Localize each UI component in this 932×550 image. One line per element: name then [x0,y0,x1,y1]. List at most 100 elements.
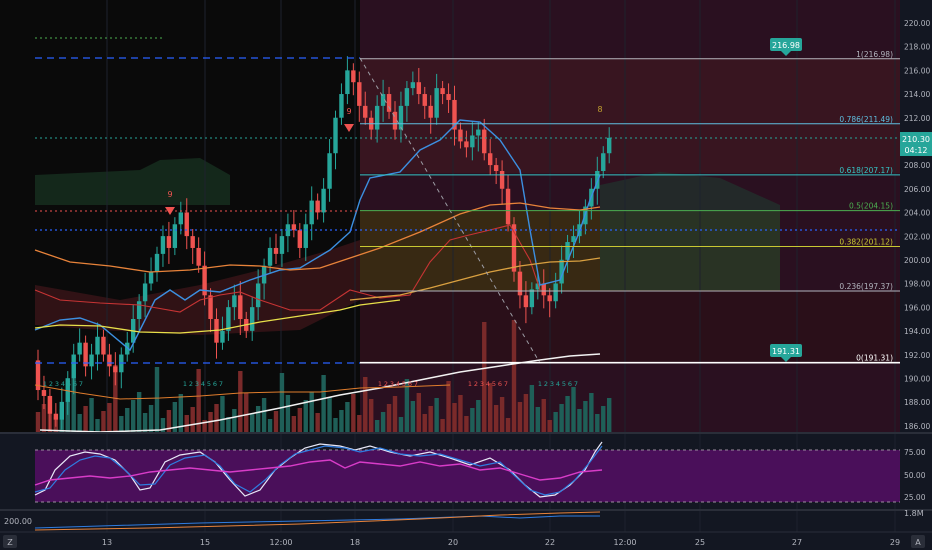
volume-bar [434,398,439,432]
candle-body [452,99,457,130]
candle-body [113,366,118,373]
volume-bar [172,402,178,432]
sequence-count-digit: 7 [504,380,508,388]
volume-bar [327,397,332,432]
orange-ma-slow [349,257,601,301]
candle-body [374,105,380,130]
volume-bar [214,404,219,432]
time-tick: 18 [350,538,360,547]
sequence-count-digit: 1 [468,380,472,388]
sequence-count-digit: 4 [61,380,65,388]
yellow-ma [34,299,401,334]
volume-bar [493,405,499,432]
sell-signal-marker: 9 [165,190,175,215]
volume-bar [119,416,124,432]
volume-bar [297,408,302,432]
sequence-count-digit: 3 [195,380,199,388]
candle-body [321,188,326,213]
volume-bar [452,403,457,432]
candle-body [315,200,320,213]
candle-body [541,283,546,296]
candle-body [89,354,94,367]
sequence-count-digit: 1 [183,380,187,388]
sequence-count-digit: 1 [538,380,542,388]
volume-bar [41,404,47,432]
volume-bar [529,385,535,432]
sequence-count-digit: 5 [67,380,71,388]
price-tick: 218.00 [904,43,930,52]
volume-bar [273,411,279,432]
price-tick: 204.00 [904,209,930,218]
sequence-count-digit: 4 [556,380,560,388]
volume-bar [136,392,142,432]
candle-body [363,105,368,118]
candle-body [59,401,64,420]
candle-body [77,342,82,355]
time-tick: 15 [200,538,210,547]
candle-body [565,242,570,260]
orange-ma [34,202,601,273]
candle-body [553,283,558,302]
candle-body [184,212,189,237]
oscillator-band [35,450,900,502]
sequence-count-digit: 2 [384,380,388,388]
candle-body [41,390,47,396]
price-tag-bottom: 191.31 [770,344,802,362]
candle-body [571,236,576,243]
volume-bar [184,415,189,432]
candle-body [464,141,469,148]
setup-count-marker: 8 [597,105,602,114]
sequence-count-digit: 4 [201,380,205,388]
candle-body [386,94,392,112]
price-axis[interactable] [900,0,932,550]
volume-bar [160,418,166,432]
sequence-count-digit: 1 [378,380,382,388]
sequence-count-digit: 7 [574,380,578,388]
volume-bar [386,404,392,432]
volume-bar [202,420,207,432]
candle-body [458,129,463,142]
sequence-count-digit: 4 [486,380,490,388]
volume-bar [374,420,380,432]
candle-body [601,153,606,171]
sequence-count-digit: 6 [213,380,217,388]
oscillator-tick: 75.00 [904,448,926,457]
volume-bar [380,412,386,432]
stoch-d-line [34,445,603,496]
volume-bar [303,400,308,432]
price-axis-ticks: 220.00218.00216.00214.00212.00210.00208.… [904,19,930,431]
time-axis[interactable]: 13 15 12:00 18 20 22 12:00 25 27 29 [102,538,900,547]
volume-bar [95,419,100,432]
volume-bar [505,418,511,432]
fib-retracement[interactable]: 1(216.98) 0.786(211.49) 0.618(207.17) 0.5(2… [360,50,900,364]
price-tick: 186.00 [904,422,930,431]
candle-body [53,413,59,420]
volume-bar [369,399,374,432]
candle-body [250,307,255,331]
candle-body [279,236,285,254]
candle-body [47,395,53,414]
candlesticks [35,56,612,430]
volume-bar [196,369,201,432]
volume-bar [238,371,243,432]
fib-level-label: 0.382(201.12) [839,238,893,247]
timezone-button[interactable] [3,535,17,548]
candle-body [255,283,261,308]
volume-bar [101,411,106,432]
candle-body [470,135,475,148]
time-tick: 27 [792,538,802,547]
candle-body [493,165,499,171]
time-tick: 22 [545,538,555,547]
volume-bar [83,406,88,432]
auto-scale-button[interactable] [911,535,925,548]
volume-bar [291,416,297,432]
volume-bar [65,401,70,432]
time-tick: 13 [102,538,112,547]
volume-bar [71,363,76,432]
volume-bar [154,367,160,432]
sequence-count-digit: 5 [562,380,566,388]
oscillator-axis: 75.00 50.00 25.00 [904,448,926,502]
sequence-count-digit: 3 [480,380,484,388]
